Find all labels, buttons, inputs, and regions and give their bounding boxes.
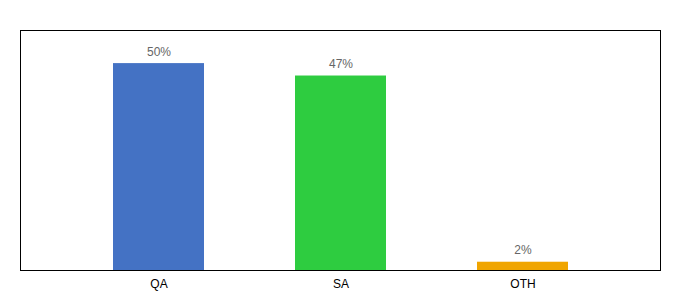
svg-text:QA: QA: [150, 277, 167, 291]
svg-text:50%: 50%: [147, 45, 171, 59]
svg-text:47%: 47%: [329, 57, 353, 71]
svg-text:OTH: OTH: [510, 277, 535, 291]
svg-text:2%: 2%: [514, 243, 532, 257]
svg-text:SA: SA: [333, 277, 349, 291]
